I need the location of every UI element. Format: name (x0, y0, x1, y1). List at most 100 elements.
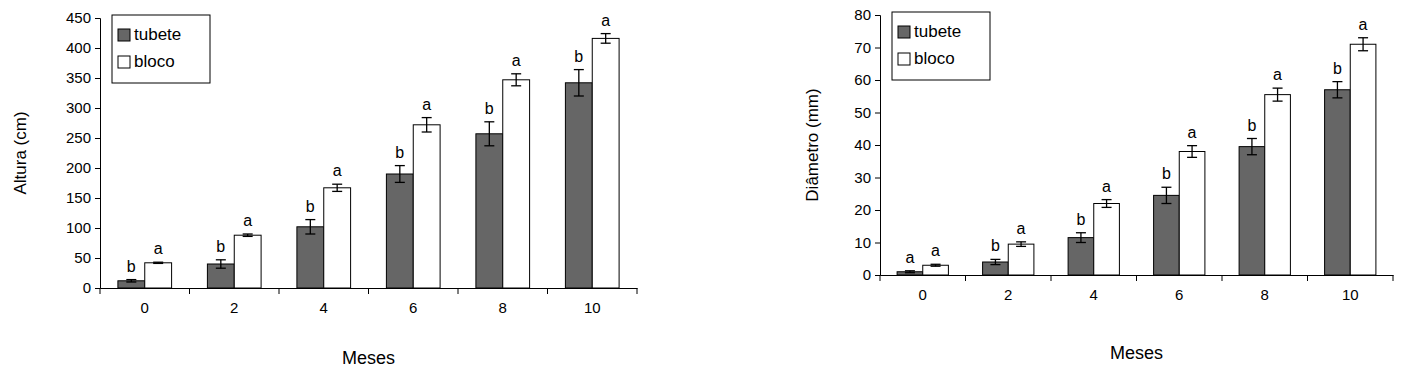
error-bar-cap (305, 233, 315, 234)
y-tick: 100 (66, 219, 100, 236)
y-tick-mark (875, 243, 880, 244)
y-tick-label: 350 (66, 69, 91, 86)
y-tick: 400 (66, 39, 100, 56)
error-bar (153, 262, 163, 263)
error-bar (1332, 82, 1342, 98)
x-tick: 0 (919, 286, 927, 303)
error-bar-stem (1337, 82, 1338, 98)
significance-letter: a (1273, 66, 1282, 83)
y-tick-mark (875, 275, 880, 276)
error-bar-cap (1273, 87, 1283, 88)
error-bar (1273, 88, 1283, 101)
x-category-separator (1307, 275, 1308, 281)
x-axis: 0246810 (101, 289, 638, 316)
error-bar-cap (1273, 100, 1283, 101)
significance-letter: b (1333, 60, 1342, 77)
bar (1154, 195, 1180, 275)
error-bar-cap (126, 279, 136, 280)
y-tick-mark (95, 78, 100, 79)
error-bar (305, 220, 315, 234)
legend-swatch (898, 53, 910, 65)
error-bar-stem (1251, 139, 1252, 155)
significance-letter: b (1162, 165, 1171, 182)
error-bar (126, 280, 136, 282)
error-bar-cap (484, 145, 494, 146)
x-tick-label: 0 (141, 299, 149, 316)
x-category-separator (965, 275, 966, 281)
bar (983, 262, 1009, 275)
significance-letter: b (306, 198, 315, 215)
y-tick-label: 50 (854, 104, 871, 121)
error-bar (1076, 233, 1086, 243)
error-bar-cap (332, 184, 342, 185)
y-tick-mark (95, 18, 100, 19)
bar (297, 227, 324, 288)
bar (923, 265, 949, 275)
error-bar-cap (153, 263, 163, 264)
legend-label: bloco (134, 52, 175, 71)
error-bar-cap (395, 165, 405, 166)
error-bar-stem (1106, 200, 1107, 208)
y-tick-label: 100 (66, 219, 91, 236)
y-tick-mark (95, 138, 100, 139)
error-bar-cap (1187, 145, 1197, 146)
y-tick-mark (875, 145, 880, 146)
error-bar (395, 166, 405, 183)
error-bar-cap (1358, 37, 1368, 38)
significance-letter: b (216, 238, 225, 255)
bar (1350, 44, 1376, 275)
y-tick-label: 400 (66, 39, 91, 56)
error-bar-cap (1102, 199, 1112, 200)
error-bar (990, 259, 1000, 264)
significance-letter: b (395, 144, 404, 161)
y-axis: 050100150200250300350400450 (66, 9, 101, 296)
x-tick: 6 (409, 299, 417, 316)
significance-letter: b (127, 258, 136, 275)
error-bar-cap (990, 264, 1000, 265)
error-bar-cap (422, 131, 432, 132)
y-tick-label: 0 (863, 266, 871, 283)
error-bar-cap (243, 233, 253, 234)
x-tick-label: 8 (499, 299, 507, 316)
y-tick: 200 (66, 159, 100, 176)
error-bar-stem (516, 74, 517, 86)
error-bar (511, 74, 521, 86)
y-tick: 40 (854, 136, 880, 153)
significance-letter: a (333, 162, 342, 179)
x-tick-label: 4 (320, 299, 328, 316)
error-bar (1161, 187, 1171, 203)
bar (118, 281, 145, 288)
error-bar-stem (310, 220, 311, 234)
x-category-separator (368, 288, 369, 294)
y-tick-label: 300 (66, 99, 91, 116)
bar (413, 125, 440, 288)
x-category-separator (1051, 275, 1052, 281)
y-tick-label: 250 (66, 129, 91, 146)
error-bar-cap (422, 117, 432, 118)
error-bar-stem (995, 259, 996, 264)
error-bar (422, 118, 432, 132)
error-bar-stem (1080, 233, 1081, 243)
y-tick-mark (875, 80, 880, 81)
significance-letter: a (931, 242, 940, 259)
y-tick-label: 80 (854, 6, 871, 23)
error-bar-stem (1166, 187, 1167, 203)
bar (1239, 147, 1265, 275)
bar (592, 38, 619, 288)
y-tick: 0 (863, 266, 880, 283)
error-bar-cap (216, 268, 226, 269)
error-bar-stem (578, 70, 579, 96)
y-tick-mark (95, 48, 100, 49)
y-tick-label: 50 (74, 249, 91, 266)
significance-letter: a (1017, 220, 1026, 237)
error-bar-stem (220, 260, 221, 268)
y-tick: 80 (854, 6, 880, 23)
error-bar (1358, 38, 1368, 51)
error-bar-cap (484, 121, 494, 122)
x-tick-label: 4 (1090, 286, 1098, 303)
x-category-separator (189, 288, 190, 294)
chart: 0501001502002503003504004500246810Altura… (11, 9, 638, 368)
y-tick: 300 (66, 99, 100, 116)
bar (1094, 204, 1120, 276)
error-bar-cap (601, 43, 611, 44)
